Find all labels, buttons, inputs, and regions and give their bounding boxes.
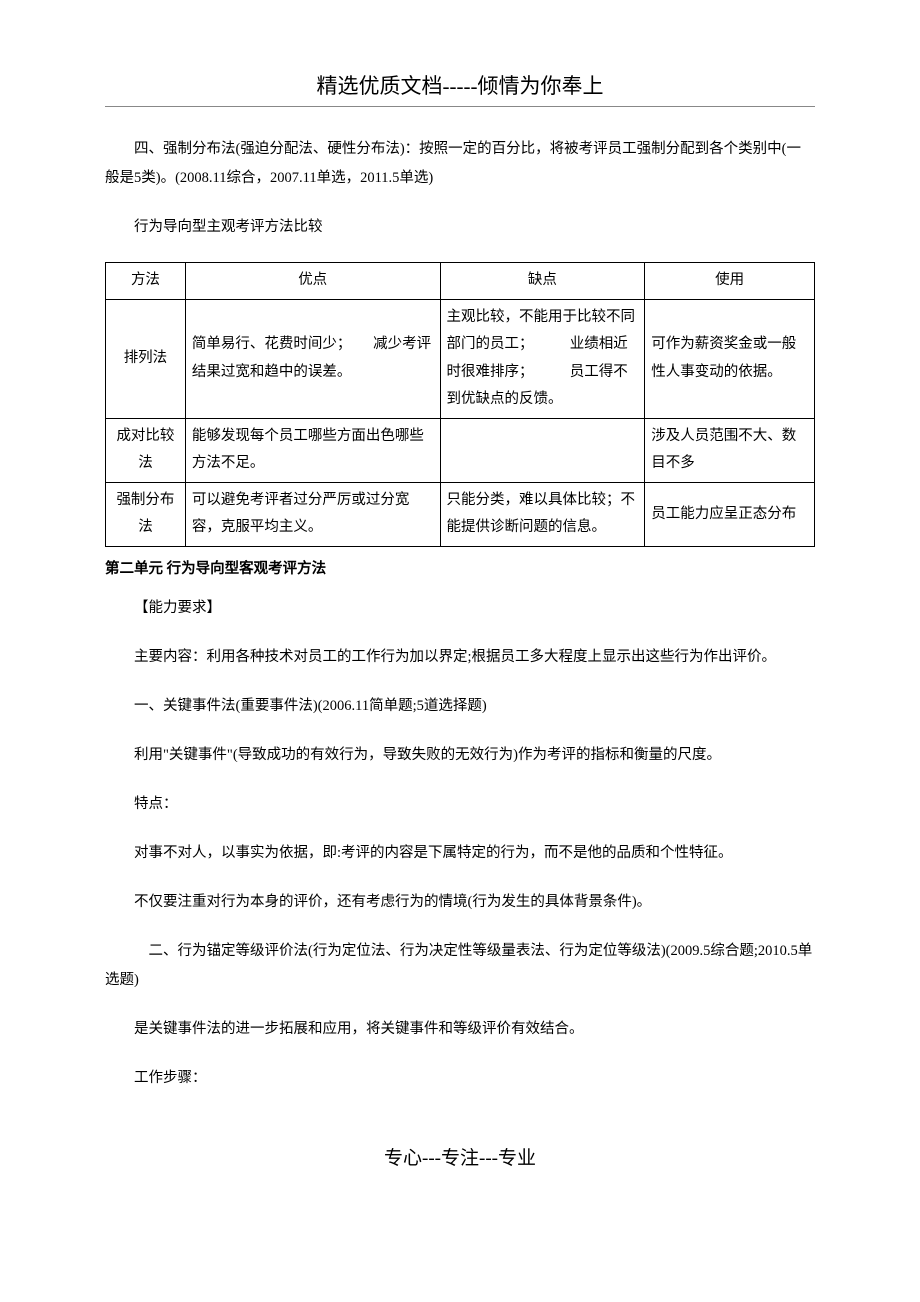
paragraph-10: 二、行为锚定等级评价法(行为定位法、行为决定性等级量表法、行为定位等级法)(20… [105,937,815,995]
paragraph-7: 特点： [105,790,815,819]
section-2-title: 第二单元 行为导向型客观考评方法 [105,555,815,584]
cell-usage: 涉及人员范围不大、数目不多 [645,418,815,482]
paragraph-4: 主要内容：利用各种技术对员工的工作行为加以界定;根据员工多大程度上显示出这些行为… [105,643,815,672]
cell-method: 成对比较法 [106,418,186,482]
th-method: 方法 [106,263,186,300]
cell-disadvantage: 主观比较，不能用于比较不同部门的员工； 业绩相近时很难排序； 员工得不到优缺点的… [440,299,645,418]
th-disadvantage: 缺点 [440,263,645,300]
header-divider [105,106,815,107]
paragraph-12: 工作步骤： [105,1064,815,1093]
table-row: 成对比较法 能够发现每个员工哪些方面出色哪些方法不足。 涉及人员范围不大、数目不… [106,418,815,482]
table-header-row: 方法 优点 缺点 使用 [106,263,815,300]
cell-method: 强制分布法 [106,482,186,546]
cell-method: 排列法 [106,299,186,418]
th-advantage: 优点 [185,263,440,300]
page-footer: 专心---专注---专业 [105,1143,815,1170]
table-row: 排列法 简单易行、花费时间少； 减少考评结果过宽和趋中的误差。 主观比较，不能用… [106,299,815,418]
comparison-table: 方法 优点 缺点 使用 排列法 简单易行、花费时间少； 减少考评结果过宽和趋中的… [105,262,815,547]
paragraph-6: 利用"关键事件"(导致成功的有效行为，导致失败的无效行为)作为考评的指标和衡量的… [105,741,815,770]
cell-disadvantage: 只能分类，难以具体比较；不能提供诊断问题的信息。 [440,482,645,546]
cell-usage: 员工能力应呈正态分布 [645,482,815,546]
paragraph-2: 行为导向型主观考评方法比较 [105,213,815,242]
cell-usage: 可作为薪资奖金或一般性人事变动的依据。 [645,299,815,418]
page-header: 精选优质文档-----倾情为你奉上 [105,70,815,100]
paragraph-1: 四、强制分布法(强迫分配法、硬性分布法)：按照一定的百分比，将被考评员工强制分配… [105,135,815,193]
cell-disadvantage [440,418,645,482]
paragraph-8: 对事不对人，以事实为依据，即:考评的内容是下属特定的行为，而不是他的品质和个性特… [105,839,815,868]
th-usage: 使用 [645,263,815,300]
table-row: 强制分布法 可以避免考评者过分严厉或过分宽容，克服平均主义。 只能分类，难以具体… [106,482,815,546]
cell-advantage: 可以避免考评者过分严厉或过分宽容，克服平均主义。 [185,482,440,546]
cell-advantage: 简单易行、花费时间少； 减少考评结果过宽和趋中的误差。 [185,299,440,418]
paragraph-9: 不仅要注重对行为本身的评价，还有考虑行为的情境(行为发生的具体背景条件)。 [105,888,815,917]
document-page: 精选优质文档-----倾情为你奉上 四、强制分布法(强迫分配法、硬性分布法)：按… [0,0,920,1210]
paragraph-3: 【能力要求】 [105,594,815,623]
paragraph-11: 是关键事件法的进一步拓展和应用，将关键事件和等级评价有效结合。 [105,1015,815,1044]
paragraph-5: 一、关键事件法(重要事件法)(2006.11简单题;5道选择题) [105,692,815,721]
cell-advantage: 能够发现每个员工哪些方面出色哪些方法不足。 [185,418,440,482]
